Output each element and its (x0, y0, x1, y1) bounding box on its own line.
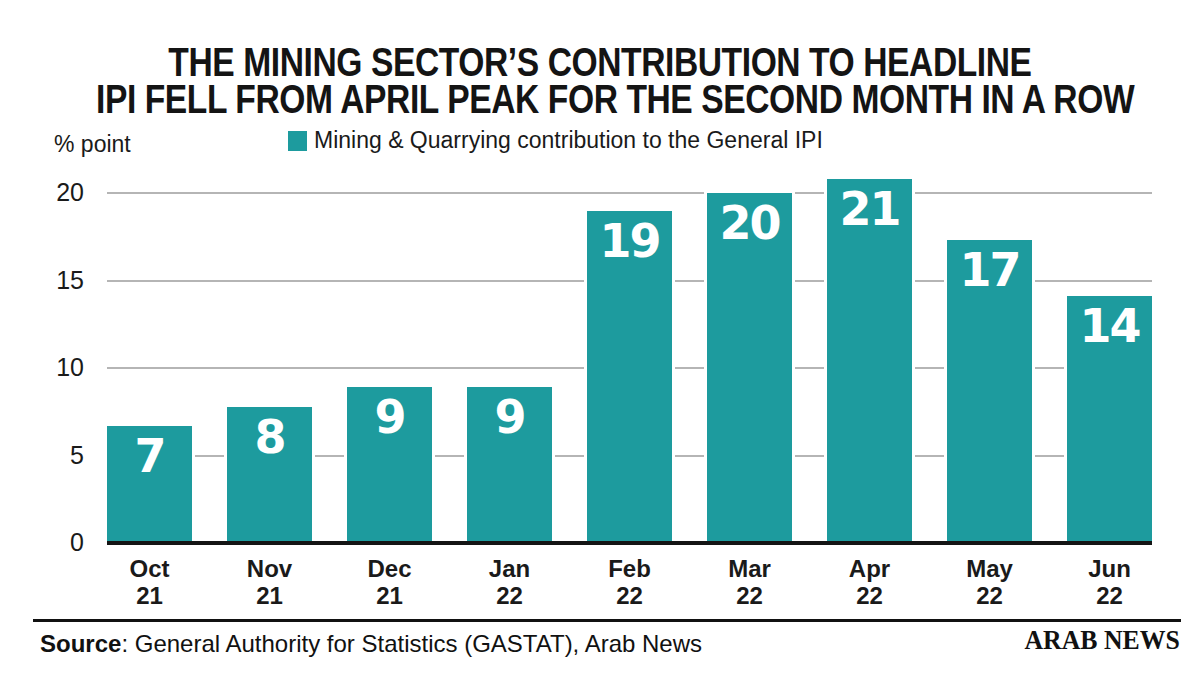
source-line: Source: General Authority for Statistics… (40, 630, 702, 658)
x-axis-label-month: Apr (827, 555, 912, 582)
x-axis-label-year: 21 (107, 582, 192, 609)
x-axis-label-oct-21: Oct21 (107, 555, 192, 609)
x-axis-label-dec-21: Dec21 (347, 555, 432, 609)
y-axis-tick-label: 20 (32, 178, 84, 207)
x-axis-label-feb-22: Feb22 (587, 555, 672, 609)
bar-mar-22: 20 (707, 193, 792, 543)
x-axis-label-year: 22 (827, 582, 912, 609)
footer-divider (33, 619, 1181, 622)
x-axis-label-month: Oct (107, 555, 192, 582)
bar-oct-21: 7 (107, 426, 192, 543)
x-axis-labels: Oct21Nov21Dec21Jan22Feb22Mar22Apr22May22… (107, 555, 1152, 609)
bar-value-label: 9 (494, 394, 524, 440)
x-axis-label-apr-22: Apr22 (827, 555, 912, 609)
x-axis-label-month: Dec (347, 555, 432, 582)
bar-value-label: 17 (959, 247, 1019, 293)
chart-title: THE MINING SECTOR’S CONTRIBUTION TO HEAD… (96, 44, 1104, 118)
bar-value-label: 20 (719, 200, 779, 246)
x-axis-label-month: Nov (227, 555, 312, 582)
bar-value-label: 9 (374, 394, 404, 440)
x-axis-label-month: Jan (467, 555, 552, 582)
x-axis-label-nov-21: Nov21 (227, 555, 312, 609)
x-axis-label-month: Mar (707, 555, 792, 582)
x-axis-label-month: Jun (1067, 555, 1152, 582)
x-axis-label-jun-22: Jun22 (1067, 555, 1152, 609)
x-axis-label-year: 22 (947, 582, 1032, 609)
y-axis-tick-label: 15 (32, 266, 84, 295)
x-axis-label-jan-22: Jan22 (467, 555, 552, 609)
x-axis-label-year: 21 (347, 582, 432, 609)
bar-jun-22: 14 (1067, 296, 1152, 543)
chart-title-line-2: IPI FELL FROM APRIL PEAK FOR THE SECOND … (96, 77, 1134, 121)
x-axis-label-month: May (947, 555, 1032, 582)
bar-dec-21: 9 (347, 387, 432, 543)
bar-value-label: 14 (1079, 303, 1139, 349)
y-axis-tick-label: 10 (32, 353, 84, 382)
y-axis-unit-label: % point (54, 131, 131, 158)
bar-apr-22: 21 (827, 179, 912, 543)
source-text: : General Authority for Statistics (GAST… (121, 630, 702, 657)
bar-value-label: 7 (134, 433, 164, 479)
x-axis-label-year: 22 (587, 582, 672, 609)
source-label: Source (40, 630, 121, 657)
infographic: THE MINING SECTOR’S CONTRIBUTION TO HEAD… (0, 0, 1200, 687)
x-axis-label-month: Feb (587, 555, 672, 582)
bar-value-label: 19 (599, 218, 659, 264)
x-axis-label-may-22: May22 (947, 555, 1032, 609)
bar-nov-21: 8 (227, 407, 312, 544)
legend: Mining & Quarrying contribution to the G… (288, 127, 823, 154)
bar-value-label: 8 (254, 414, 284, 460)
y-axis-tick-label: 0 (32, 528, 84, 557)
bar-value-label: 21 (839, 186, 899, 232)
legend-swatch-icon (288, 131, 307, 151)
x-axis-label-year: 22 (707, 582, 792, 609)
x-axis-label-mar-22: Mar22 (707, 555, 792, 609)
x-axis-label-year: 22 (1067, 582, 1152, 609)
bar-feb-22: 19 (587, 211, 672, 544)
x-axis-label-year: 22 (467, 582, 552, 609)
bar-may-22: 17 (947, 240, 1032, 543)
x-axis-baseline (107, 541, 1152, 545)
legend-label: Mining & Quarrying contribution to the G… (314, 127, 823, 154)
bar-jan-22: 9 (467, 387, 552, 543)
y-axis-tick-label: 5 (32, 441, 84, 470)
arab-news-logo: ARAB NEWS (1025, 624, 1180, 656)
x-axis-label-year: 21 (227, 582, 312, 609)
plot-area: 7 8 9 9 19 20 21 17 14 (107, 168, 1152, 543)
bar-group: 7 8 9 9 19 20 21 17 14 (107, 168, 1152, 543)
